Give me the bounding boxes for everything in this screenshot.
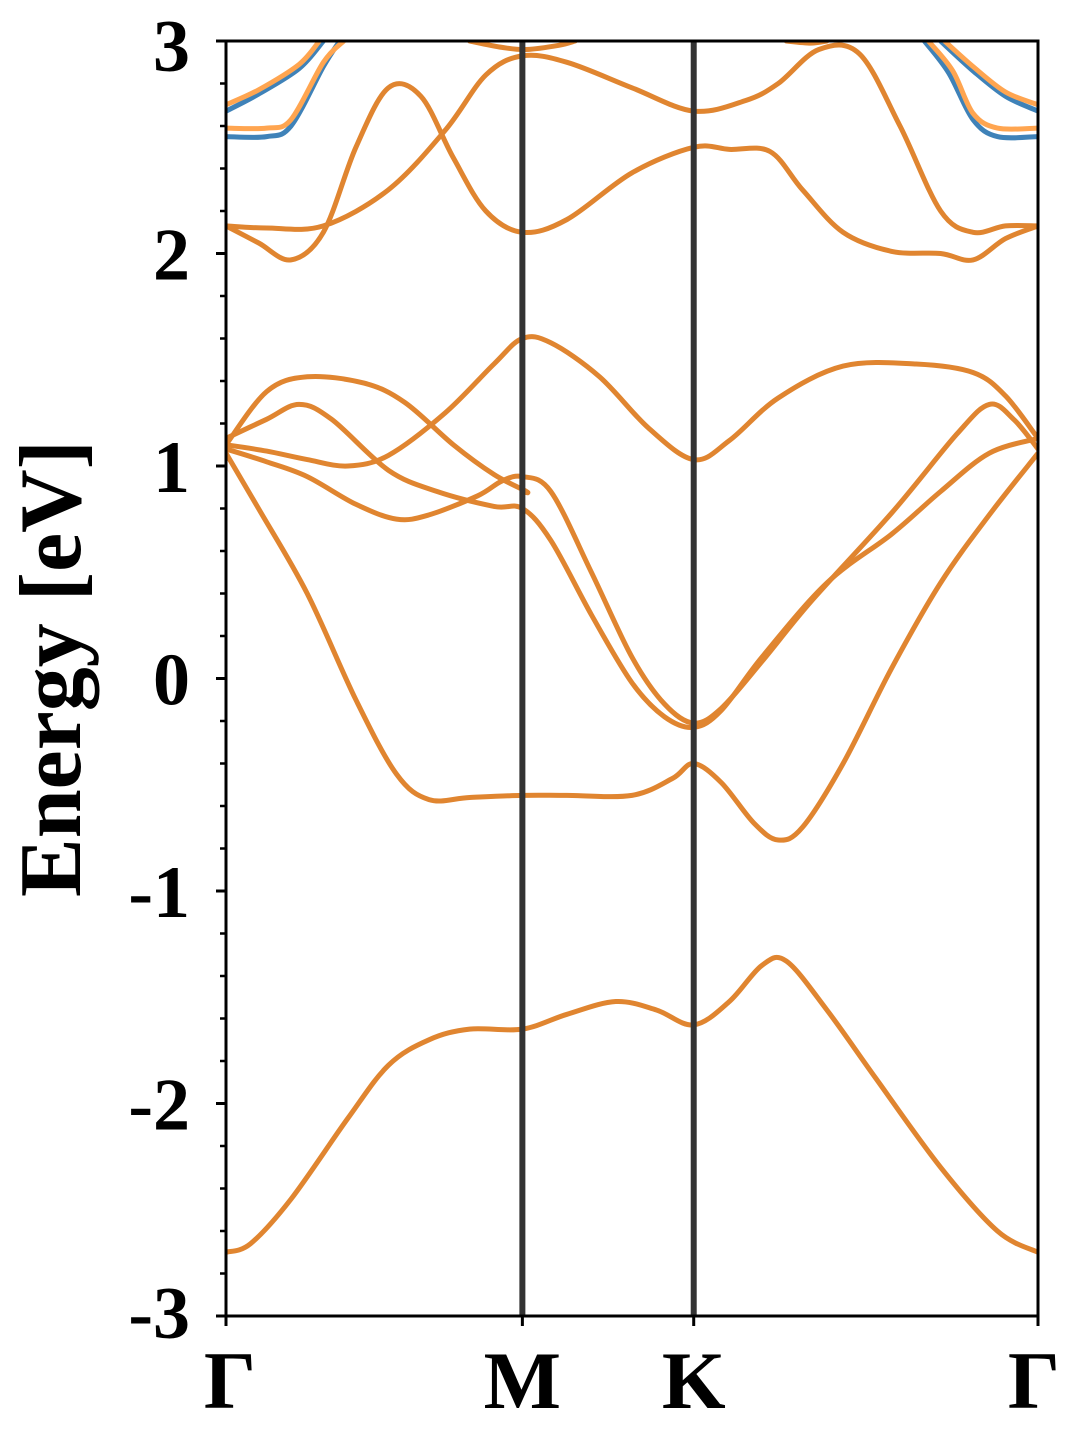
band-line-11	[226, 41, 326, 114]
band-line-7	[226, 42, 1038, 236]
band-line-16	[925, 41, 1038, 132]
y-tick-label-6: -3	[128, 1273, 190, 1355]
band-line-6	[226, 81, 1038, 263]
x-tick-label-2: K	[662, 1335, 726, 1426]
y-tick-label-2: 1	[153, 427, 190, 509]
y-tick-label-4: -1	[128, 852, 190, 934]
y-tick-label-3: 0	[153, 640, 190, 722]
band-line-1	[226, 450, 1038, 843]
band-line-2	[226, 401, 1038, 726]
band-line-14	[226, 41, 347, 132]
band-line-12	[921, 41, 1038, 141]
band-line-8	[467, 41, 578, 53]
band-line-5	[226, 334, 1038, 469]
band-line-3	[226, 401, 1038, 731]
plot-frame	[224, 39, 1040, 1318]
y-tick-label-0: 3	[153, 6, 190, 88]
y-tick-label-1: 2	[153, 215, 190, 297]
band-line-4	[226, 373, 531, 496]
x-tick-label-3: Γ	[1008, 1335, 1060, 1426]
band-line-15	[226, 41, 322, 108]
band-line-13	[938, 41, 1038, 114]
band-line-10	[226, 41, 343, 140]
x-tick-label-0: Γ	[204, 1335, 256, 1426]
band-line-0	[226, 954, 1038, 1255]
y-axis-label: Energy [eV]	[3, 440, 100, 897]
high-symmetry-lines	[519, 41, 697, 1316]
band-lines	[226, 41, 1038, 1255]
y-tick-label-5: -2	[128, 1065, 190, 1147]
x-tick-label-1: M	[484, 1335, 561, 1426]
band-line-17	[942, 41, 1038, 108]
